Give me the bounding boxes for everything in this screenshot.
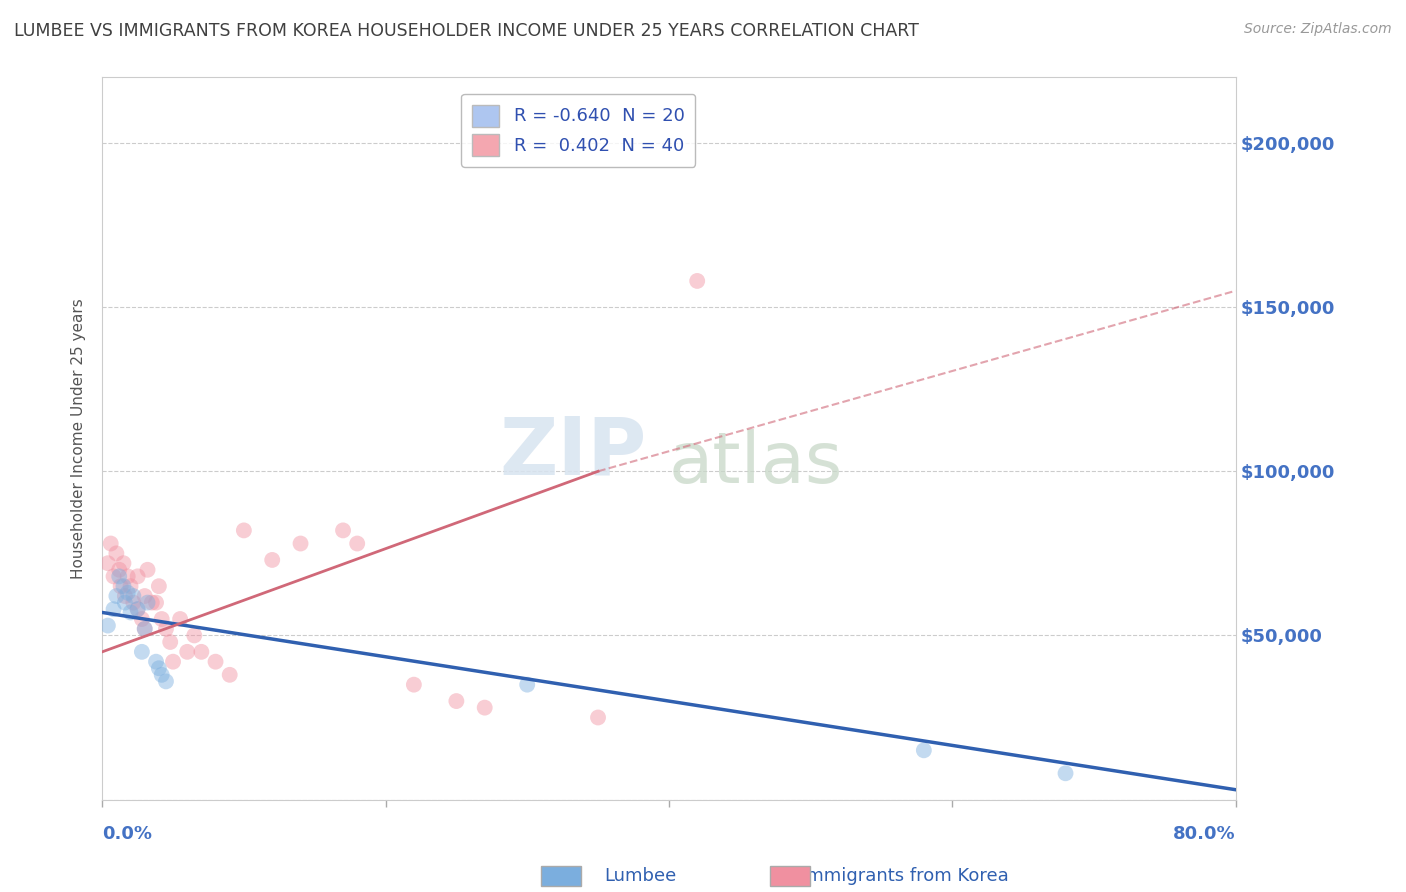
Point — [190, 645, 212, 659]
Point — [108, 563, 131, 577]
Point — [290, 536, 312, 550]
Text: Immigrants from Korea: Immigrants from Korea — [801, 867, 1010, 885]
Point — [105, 546, 128, 560]
Point — [1054, 766, 1077, 780]
Point — [262, 553, 284, 567]
Point — [148, 579, 170, 593]
Point — [127, 602, 149, 616]
Point — [136, 596, 159, 610]
Point — [122, 596, 145, 610]
Point — [686, 274, 709, 288]
Point — [150, 668, 173, 682]
Point — [134, 622, 156, 636]
Point — [516, 678, 538, 692]
Text: LUMBEE VS IMMIGRANTS FROM KOREA HOUSEHOLDER INCOME UNDER 25 YEARS CORRELATION CH: LUMBEE VS IMMIGRANTS FROM KOREA HOUSEHOL… — [14, 22, 920, 40]
Text: Source: ZipAtlas.com: Source: ZipAtlas.com — [1244, 22, 1392, 37]
Point — [97, 618, 120, 632]
Point — [117, 569, 139, 583]
Point — [108, 569, 131, 583]
Point — [145, 655, 167, 669]
Point — [232, 524, 254, 538]
Point — [120, 606, 142, 620]
Text: atlas: atlas — [669, 429, 844, 499]
Point — [114, 596, 136, 610]
Point — [332, 524, 354, 538]
Point — [134, 622, 156, 636]
Text: Lumbee: Lumbee — [605, 867, 676, 885]
Point — [159, 635, 181, 649]
Text: 80.0%: 80.0% — [1173, 825, 1236, 843]
Point — [114, 589, 136, 603]
Point — [105, 589, 128, 603]
Legend: R = -0.640  N = 20, R =  0.402  N = 40: R = -0.640 N = 20, R = 0.402 N = 40 — [461, 94, 695, 167]
Text: 0.0%: 0.0% — [103, 825, 152, 843]
Point — [97, 556, 120, 570]
Point — [141, 596, 163, 610]
Point — [120, 579, 142, 593]
Point — [103, 602, 125, 616]
Point — [148, 661, 170, 675]
Text: ZIP: ZIP — [499, 414, 647, 491]
Point — [204, 655, 226, 669]
Point — [117, 586, 139, 600]
Point — [218, 668, 240, 682]
Point — [112, 579, 135, 593]
Point — [162, 655, 184, 669]
Point — [402, 678, 425, 692]
Point — [127, 602, 149, 616]
Point — [122, 589, 145, 603]
Point — [155, 674, 177, 689]
Point — [155, 622, 177, 636]
Point — [100, 536, 122, 550]
Point — [127, 569, 149, 583]
Point — [110, 579, 132, 593]
Point — [176, 645, 198, 659]
Point — [446, 694, 468, 708]
Point — [150, 612, 173, 626]
Point — [586, 710, 609, 724]
Point — [346, 536, 368, 550]
Point — [136, 563, 159, 577]
Point — [134, 589, 156, 603]
Point — [474, 700, 496, 714]
Point — [183, 628, 205, 642]
Point — [103, 569, 125, 583]
Point — [112, 556, 135, 570]
Point — [131, 645, 153, 659]
Point — [912, 743, 935, 757]
Point — [145, 596, 167, 610]
Y-axis label: Householder Income Under 25 years: Householder Income Under 25 years — [72, 298, 86, 579]
Point — [131, 612, 153, 626]
Point — [169, 612, 191, 626]
